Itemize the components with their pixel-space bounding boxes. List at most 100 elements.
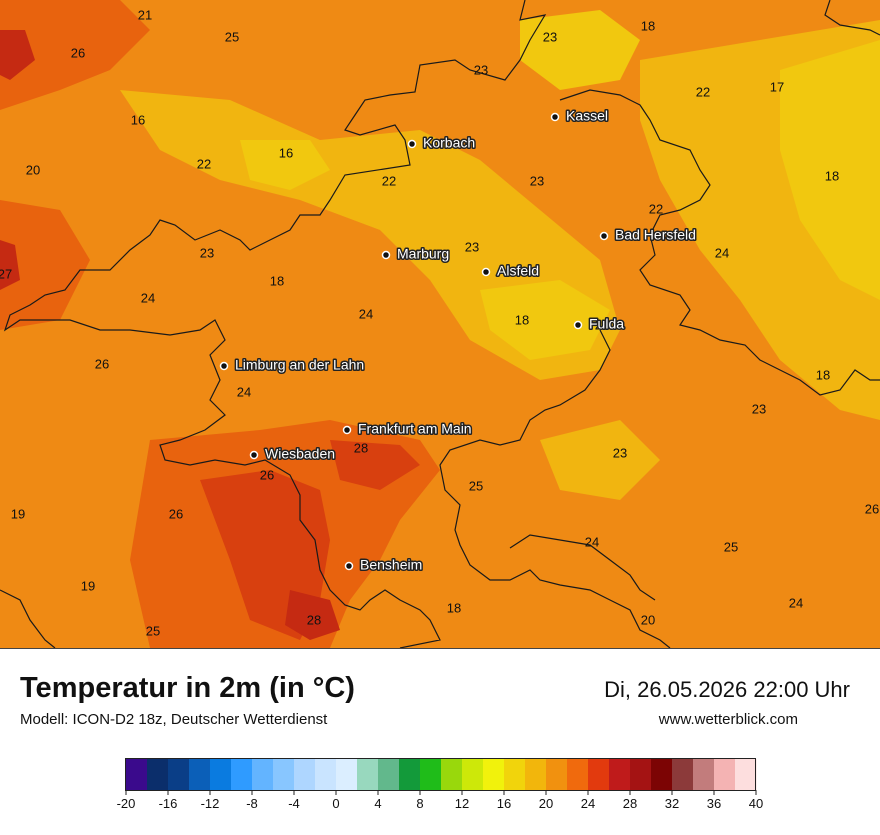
city-bad-hersfeld: Bad Hersfeld bbox=[599, 225, 697, 244]
legend-color-box bbox=[378, 759, 400, 790]
city-label: Alsfeld bbox=[497, 263, 539, 279]
cool-zone-kassel bbox=[520, 10, 640, 90]
legend-color-box bbox=[714, 759, 736, 790]
legend-color-box bbox=[294, 759, 316, 790]
legend-color-box bbox=[483, 759, 505, 790]
legend-color-box bbox=[168, 759, 190, 790]
map-title: Temperatur in 2m (in °C) bbox=[20, 672, 355, 704]
temperature-value-label: 22 bbox=[382, 173, 396, 188]
temperature-value-label: 24 bbox=[141, 290, 155, 305]
state-border bbox=[3, 0, 547, 648]
temperature-value-label: 16 bbox=[279, 145, 293, 160]
legend-color-box bbox=[357, 759, 379, 790]
legend-color-box bbox=[651, 759, 673, 790]
city-korbach: Korbach bbox=[407, 133, 477, 152]
hot-zone-bensheim bbox=[285, 590, 340, 640]
temperature-value-label: 27 bbox=[0, 266, 12, 281]
city-limburg-an-der-lahn: Limburg an der Lahn bbox=[219, 355, 366, 374]
legend-frame bbox=[125, 758, 756, 791]
legend-color-box bbox=[630, 759, 652, 790]
city-marburg: Marburg bbox=[381, 244, 451, 263]
state-border-east bbox=[559, 89, 880, 396]
legend-color-box bbox=[441, 759, 463, 790]
legend-tick-label: -20 bbox=[117, 796, 136, 811]
legend-color-box bbox=[735, 759, 757, 790]
temperature-value-label: 23 bbox=[543, 29, 557, 44]
temperature-value-label: 16 bbox=[131, 112, 145, 127]
legend-tick-label: 20 bbox=[539, 796, 553, 811]
legend-color-box bbox=[672, 759, 694, 790]
temperature-value-label: 18 bbox=[447, 600, 461, 615]
city-wiesbaden: Wiesbaden bbox=[249, 444, 337, 463]
temperature-value-label: 18 bbox=[515, 312, 529, 327]
city-dot bbox=[381, 250, 391, 260]
legend-tick-label: 24 bbox=[581, 796, 595, 811]
cool-zone-fulda bbox=[480, 280, 610, 360]
temperature-value-label: 26 bbox=[71, 45, 85, 60]
city-dot bbox=[344, 561, 354, 571]
temperature-value-label: 20 bbox=[26, 162, 40, 177]
hot-zone-frankfurt bbox=[330, 440, 420, 490]
legend-color-box bbox=[609, 759, 631, 790]
legend-color-box bbox=[504, 759, 526, 790]
state-border-ne bbox=[824, 0, 880, 36]
temperature-value-label: 26 bbox=[865, 501, 879, 516]
temperature-value-label: 26 bbox=[95, 356, 109, 371]
temperature-value-label: 25 bbox=[724, 539, 738, 554]
temperature-value-label: 25 bbox=[146, 623, 160, 638]
legend-color-boxes bbox=[126, 759, 757, 790]
legend-tick-label: 8 bbox=[416, 796, 423, 811]
temperature-value-label: 23 bbox=[752, 401, 766, 416]
temperature-value-label: 25 bbox=[469, 478, 483, 493]
legend-color-box bbox=[189, 759, 211, 790]
city-label: Kassel bbox=[566, 108, 608, 124]
legend-color-box bbox=[231, 759, 253, 790]
temperature-value-label: 22 bbox=[197, 156, 211, 171]
state-border-south bbox=[439, 329, 671, 648]
legend-color-box bbox=[210, 759, 232, 790]
temperature-value-label: 26 bbox=[260, 467, 274, 482]
city-dot bbox=[481, 267, 491, 277]
legend-tick-label: -16 bbox=[159, 796, 178, 811]
city-dot bbox=[249, 450, 259, 460]
temperature-value-label: 22 bbox=[696, 84, 710, 99]
temperature-value-label: 21 bbox=[138, 7, 152, 22]
legend-color-box bbox=[252, 759, 274, 790]
legend-color-box bbox=[147, 759, 169, 790]
legend-tick-label: 36 bbox=[707, 796, 721, 811]
legend-tick-label: 4 bbox=[374, 796, 381, 811]
city-dot bbox=[342, 425, 352, 435]
temperature-value-label: 23 bbox=[200, 245, 214, 260]
cool-zone-northeast bbox=[780, 40, 880, 300]
legend-color-box bbox=[336, 759, 358, 790]
legend-tick-label: 28 bbox=[623, 796, 637, 811]
temperature-value-label: 28 bbox=[307, 612, 321, 627]
legend-color-box bbox=[315, 759, 337, 790]
city-label: Bad Hersfeld bbox=[615, 227, 696, 243]
website-link[interactable]: www.wetterblick.com bbox=[658, 711, 798, 728]
legend-color-box bbox=[525, 759, 547, 790]
legend-color-box bbox=[567, 759, 589, 790]
temperature-value-label: 18 bbox=[270, 273, 284, 288]
city-alsfeld: Alsfeld bbox=[481, 261, 541, 280]
forecast-datetime: Di, 26.05.2026 22:00 Uhr bbox=[604, 677, 850, 702]
city-label: Bensheim bbox=[360, 557, 422, 573]
legend-color-box bbox=[693, 759, 715, 790]
city-label: Wiesbaden bbox=[265, 446, 335, 462]
city-bensheim: Bensheim bbox=[344, 555, 424, 574]
city-label: Frankfurt am Main bbox=[358, 421, 472, 437]
hot-zone-west-edge bbox=[0, 240, 20, 290]
city-dot bbox=[219, 361, 229, 371]
legend-color-box bbox=[399, 759, 421, 790]
legend-tick-label: -8 bbox=[246, 796, 258, 811]
temperature-value-label: 19 bbox=[81, 578, 95, 593]
color-legend: -20 -16 -12 -8 -4 0 4 8 12 16 20 24 28 32 36 40 bbox=[0, 750, 880, 830]
legend-tick-label: 12 bbox=[455, 796, 469, 811]
city-dot bbox=[573, 320, 583, 330]
temperature-value-label: 23 bbox=[474, 62, 488, 77]
temperature-value-label: 26 bbox=[169, 506, 183, 521]
temperature-value-label: 19 bbox=[11, 506, 25, 521]
cool-zone-rhoen bbox=[540, 420, 660, 500]
city-label: Marburg bbox=[397, 246, 449, 262]
temperature-map: 21 25 26 23 18 23 22 17 16 16 20 22 22 23 18 22 23 23 27 24… bbox=[0, 0, 880, 649]
